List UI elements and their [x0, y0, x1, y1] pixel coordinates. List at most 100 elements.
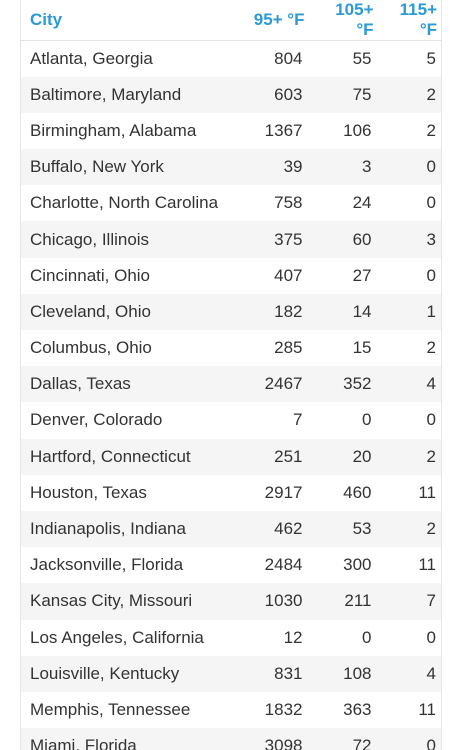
- table-row: Denver, Colorado 7 0 0: [20, 402, 442, 439]
- table-body: Atlanta, Georgia 804 55 5 Baltimore, Marylan…: [20, 40, 442, 750]
- city-cell: Charlotte, North Carolina: [20, 185, 232, 222]
- table-row: Birmingham, Alabama 1367 106 2: [20, 112, 442, 150]
- days-115f-cell: 0: [377, 257, 442, 294]
- days-105f-cell: 108: [308, 655, 378, 692]
- table-row: Dallas, Texas 2467 352 4: [20, 366, 442, 403]
- table-row: Los Angeles, California 12 0 0: [20, 619, 442, 656]
- days-105f-cell: 27: [308, 257, 378, 294]
- table-row: Charlotte, North Carolina 758 24 0: [20, 185, 442, 222]
- city-heat-table: City 95+ °F 105+ °F 115+ °F Atlanta, Geo…: [20, 0, 442, 750]
- days-95f-cell: 285: [231, 330, 309, 367]
- city-cell: Memphis, Tennessee: [20, 691, 232, 729]
- days-95f-cell: 1832: [231, 691, 309, 729]
- column-header-105f[interactable]: 105+ °F: [308, 0, 378, 41]
- days-105f-cell: 460: [308, 474, 378, 511]
- days-95f-cell: 7: [231, 402, 309, 439]
- days-105f-cell: 24: [308, 185, 378, 222]
- days-105f-cell: 15: [308, 330, 378, 367]
- city-cell: Dallas, Texas: [20, 366, 232, 403]
- table-row: Cleveland, Ohio 182 14 1: [20, 293, 442, 330]
- days-105f-cell: 0: [308, 402, 378, 439]
- city-cell: Jacksonville, Florida: [20, 547, 232, 584]
- header-row: City 95+ °F 105+ °F 115+ °F: [20, 0, 442, 41]
- days-95f-cell: 831: [231, 655, 309, 692]
- days-95f-cell: 12: [231, 619, 309, 656]
- days-115f-cell: 11: [377, 474, 442, 511]
- days-115f-cell: 1: [377, 293, 442, 330]
- days-115f-cell: 11: [377, 547, 442, 584]
- city-cell: Los Angeles, California: [20, 619, 232, 656]
- column-header-city[interactable]: City: [20, 0, 232, 41]
- days-115f-cell: 2: [377, 438, 442, 475]
- days-95f-cell: 758: [231, 185, 309, 222]
- city-cell: Houston, Texas: [20, 474, 232, 511]
- city-cell: Miami, Florida: [20, 728, 232, 750]
- table-row: Jacksonville, Florida 2484 300 11: [20, 547, 442, 584]
- table-row: Memphis, Tennessee 1832 363 11: [20, 691, 442, 729]
- table-row: Baltimore, Maryland 603 75 2: [20, 76, 442, 113]
- days-115f-cell: 3: [377, 221, 442, 258]
- days-105f-cell: 106: [308, 112, 378, 150]
- city-cell: Denver, Colorado: [20, 402, 232, 439]
- days-105f-cell: 300: [308, 547, 378, 584]
- days-115f-cell: 7: [377, 583, 442, 620]
- column-header-95f[interactable]: 95+ °F: [231, 0, 309, 41]
- days-115f-cell: 0: [377, 185, 442, 222]
- days-105f-cell: 363: [308, 691, 378, 729]
- city-cell: Indianapolis, Indiana: [20, 510, 232, 548]
- table-row: Hartford, Connecticut 251 20 2: [20, 438, 442, 475]
- days-115f-cell: 0: [377, 619, 442, 656]
- days-115f-cell: 4: [377, 366, 442, 403]
- days-115f-cell: 0: [377, 149, 442, 186]
- days-105f-cell: 75: [308, 76, 378, 113]
- table-row: Columbus, Ohio 285 15 2: [20, 330, 442, 367]
- table-row: Indianapolis, Indiana 462 53 2: [20, 510, 442, 548]
- days-95f-cell: 2467: [231, 366, 309, 403]
- days-95f-cell: 462: [231, 510, 309, 548]
- days-105f-cell: 211: [308, 583, 378, 620]
- days-105f-cell: 20: [308, 438, 378, 475]
- table-row: Louisville, Kentucky 831 108 4: [20, 655, 442, 692]
- days-95f-cell: 1367: [231, 112, 309, 150]
- days-115f-cell: 2: [377, 112, 442, 150]
- days-105f-cell: 53: [308, 510, 378, 548]
- column-header-115f[interactable]: 115+ °F: [377, 0, 442, 41]
- table-row: Houston, Texas 2917 460 11: [20, 474, 442, 511]
- city-cell: Hartford, Connecticut: [20, 438, 232, 475]
- days-105f-cell: 72: [308, 728, 378, 750]
- days-115f-cell: 2: [377, 510, 442, 548]
- table-row: Atlanta, Georgia 804 55 5: [20, 40, 442, 77]
- days-115f-cell: 5: [377, 40, 442, 77]
- days-95f-cell: 251: [231, 438, 309, 475]
- days-115f-cell: 4: [377, 655, 442, 692]
- days-105f-cell: 14: [308, 293, 378, 330]
- city-cell: Buffalo, New York: [20, 149, 232, 186]
- days-105f-cell: 55: [308, 40, 378, 77]
- days-95f-cell: 407: [231, 257, 309, 294]
- table-row: Buffalo, New York 39 3 0: [20, 149, 442, 186]
- days-115f-cell: 2: [377, 76, 442, 113]
- days-95f-cell: 1030: [231, 583, 309, 620]
- table-row: Chicago, Illinois 375 60 3: [20, 221, 442, 258]
- days-95f-cell: 804: [231, 40, 309, 77]
- days-95f-cell: 3098: [231, 728, 309, 750]
- city-cell: Atlanta, Georgia: [20, 40, 232, 77]
- days-95f-cell: 182: [231, 293, 309, 330]
- days-105f-cell: 0: [308, 619, 378, 656]
- table-row: Kansas City, Missouri 1030 211 7: [20, 583, 442, 620]
- city-cell: Kansas City, Missouri: [20, 583, 232, 620]
- city-cell: Chicago, Illinois: [20, 221, 232, 258]
- days-115f-cell: 0: [377, 728, 442, 750]
- city-cell: Columbus, Ohio: [20, 330, 232, 367]
- days-95f-cell: 39: [231, 149, 309, 186]
- city-cell: Cleveland, Ohio: [20, 293, 232, 330]
- table-row: Cincinnati, Ohio 407 27 0: [20, 257, 442, 294]
- days-105f-cell: 60: [308, 221, 378, 258]
- city-cell: Baltimore, Maryland: [20, 76, 232, 113]
- days-105f-cell: 3: [308, 149, 378, 186]
- city-cell: Cincinnati, Ohio: [20, 257, 232, 294]
- days-115f-cell: 2: [377, 330, 442, 367]
- city-cell: Louisville, Kentucky: [20, 655, 232, 692]
- days-115f-cell: 11: [377, 691, 442, 729]
